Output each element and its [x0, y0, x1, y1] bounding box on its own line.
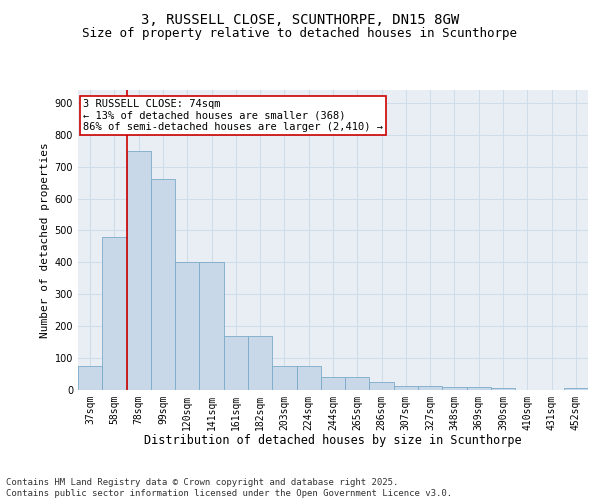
Y-axis label: Number of detached properties: Number of detached properties	[40, 142, 50, 338]
Text: Size of property relative to detached houses in Scunthorpe: Size of property relative to detached ho…	[83, 28, 517, 40]
Bar	[248, 336, 272, 390]
Bar	[199, 262, 224, 390]
Bar	[370, 382, 394, 390]
Bar	[78, 366, 102, 390]
Bar	[442, 387, 467, 390]
Bar	[127, 150, 151, 390]
Bar	[224, 336, 248, 390]
Text: 3, RUSSELL CLOSE, SCUNTHORPE, DN15 8GW: 3, RUSSELL CLOSE, SCUNTHORPE, DN15 8GW	[141, 12, 459, 26]
Bar	[151, 180, 175, 390]
Bar	[272, 366, 296, 390]
Bar	[467, 388, 491, 390]
Bar	[491, 388, 515, 390]
Bar	[102, 237, 127, 390]
X-axis label: Distribution of detached houses by size in Scunthorpe: Distribution of detached houses by size …	[144, 434, 522, 448]
Bar	[418, 386, 442, 390]
Bar	[296, 366, 321, 390]
Bar	[345, 377, 370, 390]
Bar	[564, 388, 588, 390]
Text: 3 RUSSELL CLOSE: 74sqm
← 13% of detached houses are smaller (368)
86% of semi-de: 3 RUSSELL CLOSE: 74sqm ← 13% of detached…	[83, 99, 383, 132]
Bar	[175, 262, 199, 390]
Bar	[394, 386, 418, 390]
Text: Contains HM Land Registry data © Crown copyright and database right 2025.
Contai: Contains HM Land Registry data © Crown c…	[6, 478, 452, 498]
Bar	[321, 377, 345, 390]
